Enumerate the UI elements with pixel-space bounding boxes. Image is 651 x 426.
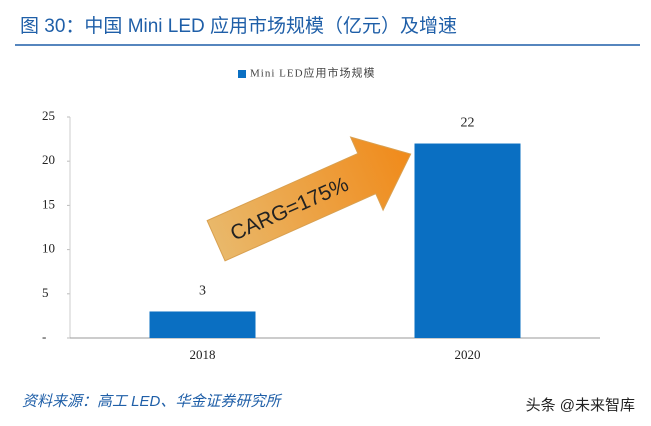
x-tick-label: 2020 [455, 347, 481, 362]
bar [149, 311, 256, 338]
value-label: 22 [461, 116, 475, 131]
value-label: 3 [199, 284, 206, 299]
source: 资料来源：高工 LED、华金证券研究所 [22, 393, 282, 410]
legend: Mini LED应用市场规模 [238, 66, 376, 80]
bar [414, 143, 521, 338]
growth-arrow: CARG=175% [206, 136, 412, 262]
y-tick-label: 20 [42, 152, 55, 167]
chart-title: 图 30：中国 Mini LED 应用市场规模（亿元）及增速 [20, 15, 457, 37]
x-tick-label: 2018 [190, 347, 216, 362]
legend-swatch [238, 70, 246, 78]
y-tick-label: 25 [42, 108, 55, 123]
y-tick-label: 10 [42, 241, 55, 256]
y-tick-label: 5 [42, 285, 49, 300]
arrow-shape [206, 136, 412, 262]
legend-label: Mini LED应用市场规模 [250, 66, 376, 80]
y-tick-label: - [42, 329, 46, 344]
y-tick-label: 15 [42, 196, 55, 211]
watermark: 头条 @未来智库 [526, 396, 635, 414]
